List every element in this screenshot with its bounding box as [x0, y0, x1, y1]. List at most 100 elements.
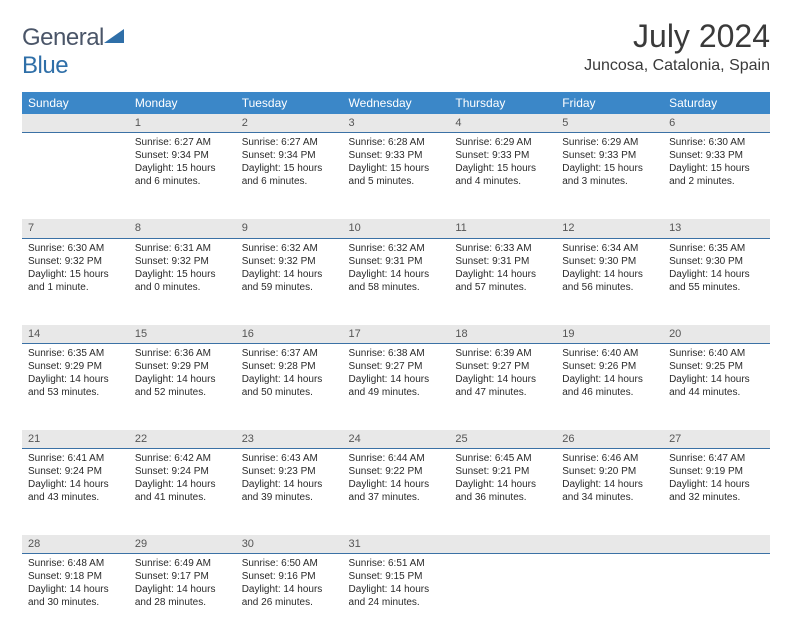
day-cell: Sunrise: 6:47 AMSunset: 9:19 PMDaylight:…	[663, 449, 770, 535]
daynum-cell: 19	[556, 325, 663, 344]
sunset-line: Sunset: 9:16 PM	[242, 570, 337, 583]
sunset-line: Sunset: 9:22 PM	[349, 465, 444, 478]
day-cell-body: Sunrise: 6:32 AMSunset: 9:32 PMDaylight:…	[236, 239, 343, 300]
day-number: 3	[343, 114, 450, 133]
day-cell: Sunrise: 6:42 AMSunset: 9:24 PMDaylight:…	[129, 449, 236, 535]
day-number: 14	[22, 325, 129, 344]
sunrise-line: Sunrise: 6:41 AM	[28, 452, 123, 465]
day-cell-body: Sunrise: 6:40 AMSunset: 9:25 PMDaylight:…	[663, 344, 770, 405]
daylight-line: Daylight: 14 hours and 24 minutes.	[349, 583, 444, 609]
day-cell-body: Sunrise: 6:30 AMSunset: 9:32 PMDaylight:…	[22, 239, 129, 300]
sunset-line: Sunset: 9:32 PM	[28, 255, 123, 268]
day-number	[22, 114, 129, 133]
sunrise-line: Sunrise: 6:42 AM	[135, 452, 230, 465]
daynum-cell: 29	[129, 535, 236, 554]
sunrise-line: Sunrise: 6:27 AM	[242, 136, 337, 149]
daynum-cell: 26	[556, 430, 663, 449]
day-cell: Sunrise: 6:43 AMSunset: 9:23 PMDaylight:…	[236, 449, 343, 535]
sunset-line: Sunset: 9:21 PM	[455, 465, 550, 478]
sunrise-line: Sunrise: 6:43 AM	[242, 452, 337, 465]
daylight-line: Daylight: 14 hours and 43 minutes.	[28, 478, 123, 504]
sunrise-line: Sunrise: 6:32 AM	[349, 242, 444, 255]
content-row: Sunrise: 6:48 AMSunset: 9:18 PMDaylight:…	[22, 554, 770, 640]
sunset-line: Sunset: 9:34 PM	[135, 149, 230, 162]
sunrise-line: Sunrise: 6:31 AM	[135, 242, 230, 255]
page-title: July 2024	[584, 18, 770, 55]
sunrise-line: Sunrise: 6:49 AM	[135, 557, 230, 570]
day-cell-body: Sunrise: 6:42 AMSunset: 9:24 PMDaylight:…	[129, 449, 236, 510]
sunrise-line: Sunrise: 6:29 AM	[562, 136, 657, 149]
daynum-row: 28293031	[22, 535, 770, 554]
sunrise-line: Sunrise: 6:34 AM	[562, 242, 657, 255]
day-number	[556, 535, 663, 554]
daylight-line: Daylight: 15 hours and 6 minutes.	[242, 162, 337, 188]
daynum-cell: 10	[343, 219, 450, 238]
header: General Blue July 2024 Juncosa, Cataloni…	[22, 18, 770, 80]
day-cell: Sunrise: 6:51 AMSunset: 9:15 PMDaylight:…	[343, 554, 450, 640]
day-cell: Sunrise: 6:46 AMSunset: 9:20 PMDaylight:…	[556, 449, 663, 535]
sunset-line: Sunset: 9:18 PM	[28, 570, 123, 583]
sunset-line: Sunset: 9:33 PM	[669, 149, 764, 162]
day-cell: Sunrise: 6:28 AMSunset: 9:33 PMDaylight:…	[343, 133, 450, 219]
day-number: 15	[129, 325, 236, 344]
day-cell-body: Sunrise: 6:38 AMSunset: 9:27 PMDaylight:…	[343, 344, 450, 405]
day-cell-body: Sunrise: 6:40 AMSunset: 9:26 PMDaylight:…	[556, 344, 663, 405]
day-number: 24	[343, 430, 450, 449]
daynum-cell	[22, 114, 129, 133]
sunset-line: Sunset: 9:25 PM	[669, 360, 764, 373]
daylight-line: Daylight: 14 hours and 39 minutes.	[242, 478, 337, 504]
location-text: Juncosa, Catalonia, Spain	[584, 57, 770, 75]
daylight-line: Daylight: 14 hours and 57 minutes.	[455, 268, 550, 294]
day-number: 22	[129, 430, 236, 449]
day-cell: Sunrise: 6:27 AMSunset: 9:34 PMDaylight:…	[129, 133, 236, 219]
sunrise-line: Sunrise: 6:33 AM	[455, 242, 550, 255]
daylight-line: Daylight: 15 hours and 2 minutes.	[669, 162, 764, 188]
daylight-line: Daylight: 15 hours and 0 minutes.	[135, 268, 230, 294]
sunset-line: Sunset: 9:32 PM	[135, 255, 230, 268]
content-row: Sunrise: 6:30 AMSunset: 9:32 PMDaylight:…	[22, 239, 770, 325]
day-cell-body: Sunrise: 6:31 AMSunset: 9:32 PMDaylight:…	[129, 239, 236, 300]
day-cell-body: Sunrise: 6:48 AMSunset: 9:18 PMDaylight:…	[22, 554, 129, 615]
daylight-line: Daylight: 14 hours and 36 minutes.	[455, 478, 550, 504]
day-cell	[556, 554, 663, 640]
daynum-cell	[449, 535, 556, 554]
day-number: 18	[449, 325, 556, 344]
day-cell: Sunrise: 6:29 AMSunset: 9:33 PMDaylight:…	[449, 133, 556, 219]
day-cell-body: Sunrise: 6:41 AMSunset: 9:24 PMDaylight:…	[22, 449, 129, 510]
daylight-line: Daylight: 15 hours and 1 minute.	[28, 268, 123, 294]
day-number: 27	[663, 430, 770, 449]
day-number: 29	[129, 535, 236, 554]
sunrise-line: Sunrise: 6:50 AM	[242, 557, 337, 570]
daynum-cell: 28	[22, 535, 129, 554]
daynum-cell: 17	[343, 325, 450, 344]
daynum-cell: 27	[663, 430, 770, 449]
day-cell-body: Sunrise: 6:35 AMSunset: 9:29 PMDaylight:…	[22, 344, 129, 405]
sunset-line: Sunset: 9:26 PM	[562, 360, 657, 373]
daynum-cell: 13	[663, 219, 770, 238]
day-cell-body: Sunrise: 6:50 AMSunset: 9:16 PMDaylight:…	[236, 554, 343, 615]
sunset-line: Sunset: 9:29 PM	[135, 360, 230, 373]
calendar-body: 123456Sunrise: 6:27 AMSunset: 9:34 PMDay…	[22, 114, 770, 640]
day-cell-body: Sunrise: 6:33 AMSunset: 9:31 PMDaylight:…	[449, 239, 556, 300]
sunset-line: Sunset: 9:27 PM	[455, 360, 550, 373]
day-number	[449, 535, 556, 554]
sunset-line: Sunset: 9:29 PM	[28, 360, 123, 373]
day-cell	[22, 133, 129, 219]
daylight-line: Daylight: 14 hours and 32 minutes.	[669, 478, 764, 504]
sunrise-line: Sunrise: 6:45 AM	[455, 452, 550, 465]
daynum-cell: 12	[556, 219, 663, 238]
content-row: Sunrise: 6:35 AMSunset: 9:29 PMDaylight:…	[22, 344, 770, 430]
daylight-line: Daylight: 14 hours and 37 minutes.	[349, 478, 444, 504]
day-number: 2	[236, 114, 343, 133]
day-number: 26	[556, 430, 663, 449]
day-number: 11	[449, 219, 556, 238]
daylight-line: Daylight: 15 hours and 5 minutes.	[349, 162, 444, 188]
day-cell: Sunrise: 6:30 AMSunset: 9:32 PMDaylight:…	[22, 239, 129, 325]
sunrise-line: Sunrise: 6:38 AM	[349, 347, 444, 360]
day-cell: Sunrise: 6:44 AMSunset: 9:22 PMDaylight:…	[343, 449, 450, 535]
weekday-header: Tuesday	[236, 92, 343, 114]
day-cell-body: Sunrise: 6:44 AMSunset: 9:22 PMDaylight:…	[343, 449, 450, 510]
sunset-line: Sunset: 9:15 PM	[349, 570, 444, 583]
sunset-line: Sunset: 9:24 PM	[28, 465, 123, 478]
daylight-line: Daylight: 14 hours and 26 minutes.	[242, 583, 337, 609]
